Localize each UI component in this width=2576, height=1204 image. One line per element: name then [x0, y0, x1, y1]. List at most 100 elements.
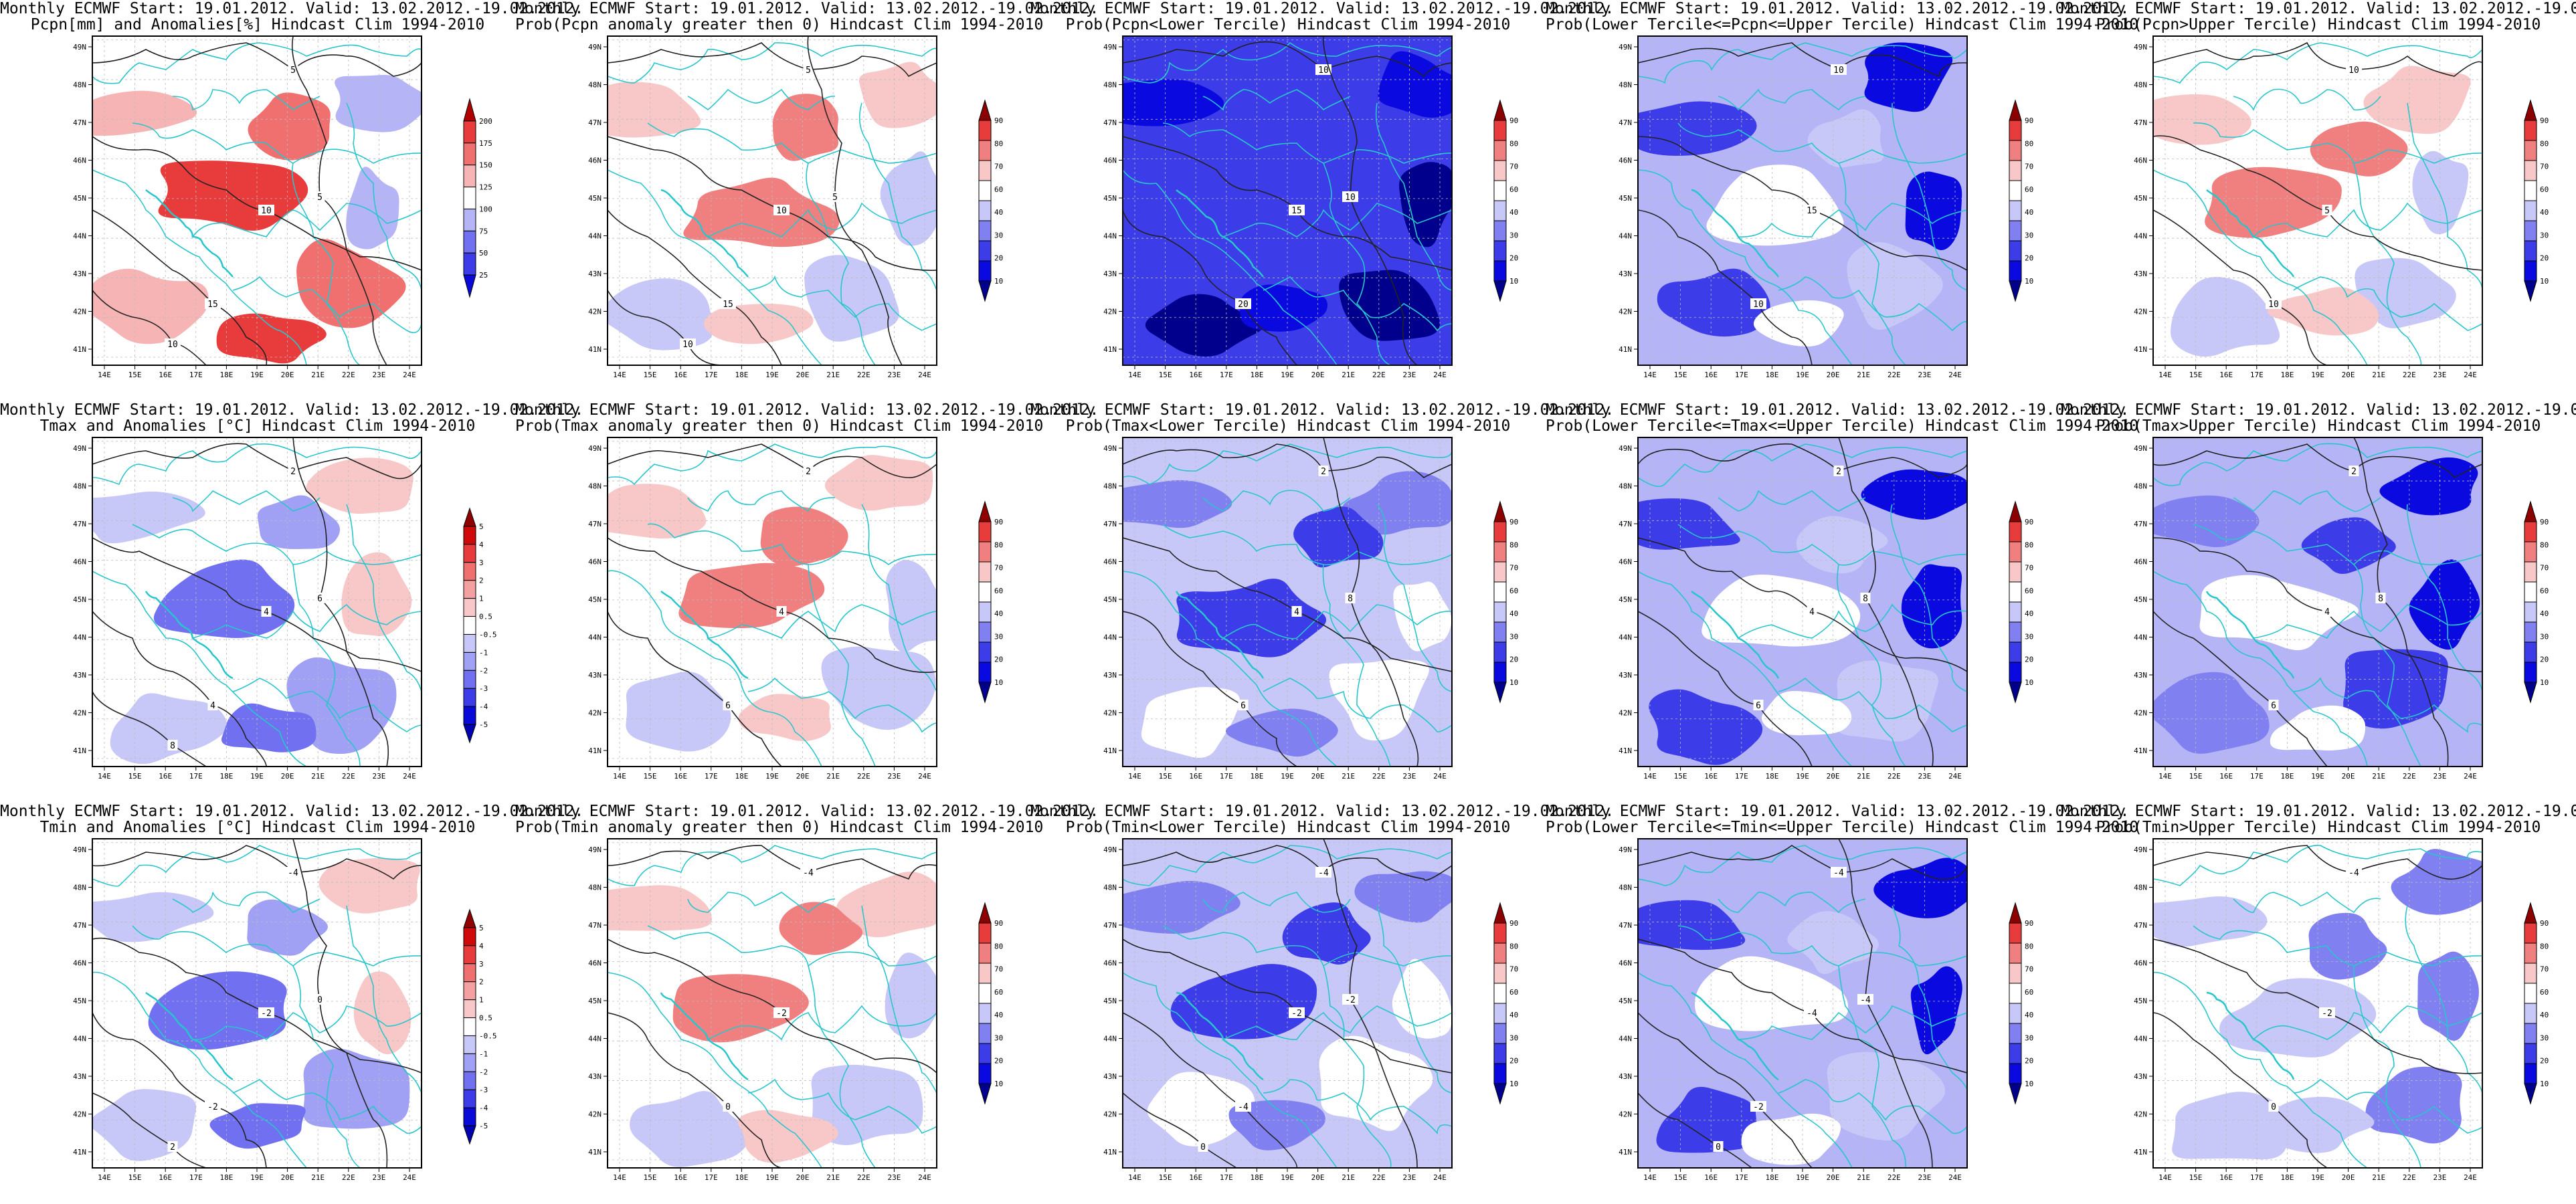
shaded-region: [1638, 900, 1746, 950]
contour-label: -4: [1807, 1009, 1817, 1019]
colorbar-segment: [2524, 1063, 2537, 1084]
panel-title: Monthly ECMWF Start: 19.01.2012. Valid: …: [1546, 0, 2130, 17]
lon-tick-label: 16E: [674, 1173, 687, 1182]
lat-tick-label: 45N: [588, 194, 602, 203]
panel-subtitle: Prob(Pcpn<Lower Tercile) Hindcast Clim 1…: [1065, 16, 1511, 33]
lon-tick-label: 20E: [1827, 1173, 1840, 1182]
shaded-region: [779, 902, 863, 955]
country-border: [1890, 504, 1967, 692]
coastline: [660, 189, 749, 278]
map-figure: -4 -2 0 41N 42N 43N 44N 45N 46N 47N 48N 49N 14E 15E 16…: [588, 838, 1003, 1182]
colorbar-label: 30: [1509, 1033, 1518, 1042]
lon-tick-label: 22E: [2403, 371, 2416, 379]
colorbar-segment: [978, 641, 992, 663]
lon-tick-label: 22E: [342, 371, 355, 379]
map-area: 2 4 4 6 8 41N 42N 43N 44N 45N 46N 47N 48N 49N 14E 15E 16…: [73, 437, 422, 781]
lat-tick-label: 48N: [588, 81, 602, 90]
colorbar-label: 80: [2540, 540, 2549, 549]
contour-label: 6: [317, 594, 323, 604]
lon-tick-label: 19E: [1796, 371, 1809, 379]
colorbar-label: 70: [2025, 965, 2033, 974]
lon-tick-label: 18E: [1765, 772, 1778, 781]
lat-tick-label: 41N: [2134, 1148, 2147, 1157]
lon-tick-label: 23E: [2433, 371, 2446, 379]
lon-tick-label: 20E: [1311, 1173, 1325, 1182]
lat-tick-label: 47N: [73, 520, 86, 528]
map-panel: Monthly ECMWF Start: 19.01.2012. Valid: …: [1546, 803, 2138, 1204]
country-border: [1322, 564, 1391, 767]
map-figure: -4 -2 0 41N 42N 43N 44N 45N 46N 47N 48N 49N 14E 15E 16…: [2134, 838, 2549, 1182]
lat-tick-label: 47N: [1103, 921, 1117, 930]
lon-tick-label: 24E: [2464, 772, 2477, 781]
colorbar-arrow-bottom: [978, 1083, 992, 1105]
lat-tick-label: 48N: [73, 884, 86, 892]
colorbar-segment: [1493, 160, 1507, 181]
lon-tick-label: 21E: [826, 1173, 840, 1182]
colorbar-label: 1: [479, 595, 484, 603]
contour-label: 2: [2351, 467, 2357, 477]
coastline: [145, 189, 234, 278]
colorbar-label: 80: [994, 540, 1003, 549]
country-border: [1638, 972, 1853, 1168]
map-panel: Monthly ECMWF Start: 19.01.2012. Valid: …: [515, 0, 1099, 401]
shaded-region: [626, 672, 731, 752]
colorbar-segment: [1493, 1043, 1507, 1064]
country-border: [92, 443, 422, 486]
shaded-region: [1847, 242, 1943, 330]
panel-subtitle: Prob(Tmin<Lower Tercile) Hindcast Clim 1…: [1065, 819, 1511, 836]
contour-line: [608, 290, 722, 365]
colorbar-segment: [2009, 260, 2022, 282]
lat-tick-label: 48N: [2134, 81, 2147, 90]
shaded-region: [1827, 1051, 1946, 1141]
lon-tick-label: 16E: [674, 772, 687, 781]
shaded-region: [760, 506, 848, 567]
colorbar-segment: [978, 220, 992, 241]
contour-label: 5: [290, 66, 296, 76]
contour-line: [608, 1012, 782, 1168]
contour-line: [92, 691, 207, 767]
map-panel: Monthly ECMWF Start: 19.01.2012. Valid: …: [515, 803, 1099, 1204]
colorbar-arrow-top: [463, 908, 476, 928]
country-border: [192, 203, 422, 237]
colorbar-label: 25: [479, 271, 488, 280]
lon-tick-label: 23E: [887, 1173, 901, 1182]
colorbar-segment: [463, 651, 476, 671]
lon-tick-label: 22E: [1888, 1173, 1901, 1182]
map-area: 10 15 20 10 41N 42N 43N 44N 45N 46N 47N 48N 49N 14E 15…: [1103, 35, 1453, 379]
country-border: [2253, 604, 2482, 639]
panel-subtitle: Prob(Pcpn>Upper Tercile) Hindcast Clim 1…: [2096, 16, 2541, 33]
panel-subtitle: Pcpn[mm] and Anomalies[%] Hindcast Clim …: [30, 16, 485, 33]
shaded-region: [2412, 150, 2469, 235]
country-border: [1323, 163, 1391, 365]
colorbar-segment: [463, 187, 476, 209]
contour-line: [608, 537, 937, 674]
map-figure: -4 -4 -2 -4 0 41N 42N 43N 44N 45N 46N 47N 48N 49N 14E 1…: [1619, 838, 2033, 1182]
contour-label: 4: [779, 607, 784, 617]
colorbar-label: 20: [1509, 1057, 1518, 1066]
colorbar-label: 30: [1509, 231, 1518, 239]
colorbar-segment: [2009, 120, 2022, 141]
lat-tick-label: 48N: [588, 884, 602, 892]
country-border: [1376, 905, 1452, 1094]
lat-tick-label: 45N: [73, 595, 86, 604]
shaded-region: [821, 646, 936, 730]
colorbar-label: -3: [479, 1086, 488, 1094]
colorbar-label: 40: [2025, 208, 2033, 217]
colorbar-label: 40: [2025, 609, 2033, 618]
lon-tick-label: 22E: [1372, 371, 1386, 379]
lon-tick-label: 22E: [1888, 772, 1901, 781]
country-border: [1162, 122, 1452, 164]
country-border: [1376, 504, 1452, 692]
contour-label: 0: [1200, 1142, 1206, 1152]
contour-label: -2: [1753, 1102, 1764, 1112]
shaded-region: [1649, 689, 1763, 765]
lon-tick-label: 21E: [1342, 772, 1355, 781]
country-border: [2153, 169, 2368, 365]
lat-tick-label: 45N: [1619, 595, 1632, 604]
shaded-region: [2153, 94, 2251, 145]
contour-label: 4: [1809, 607, 1815, 617]
contour-line: [2153, 41, 2482, 77]
colorbar-segment: [978, 1003, 992, 1024]
shaded-region: [1910, 966, 1962, 1055]
colorbar-segment: [978, 521, 992, 542]
